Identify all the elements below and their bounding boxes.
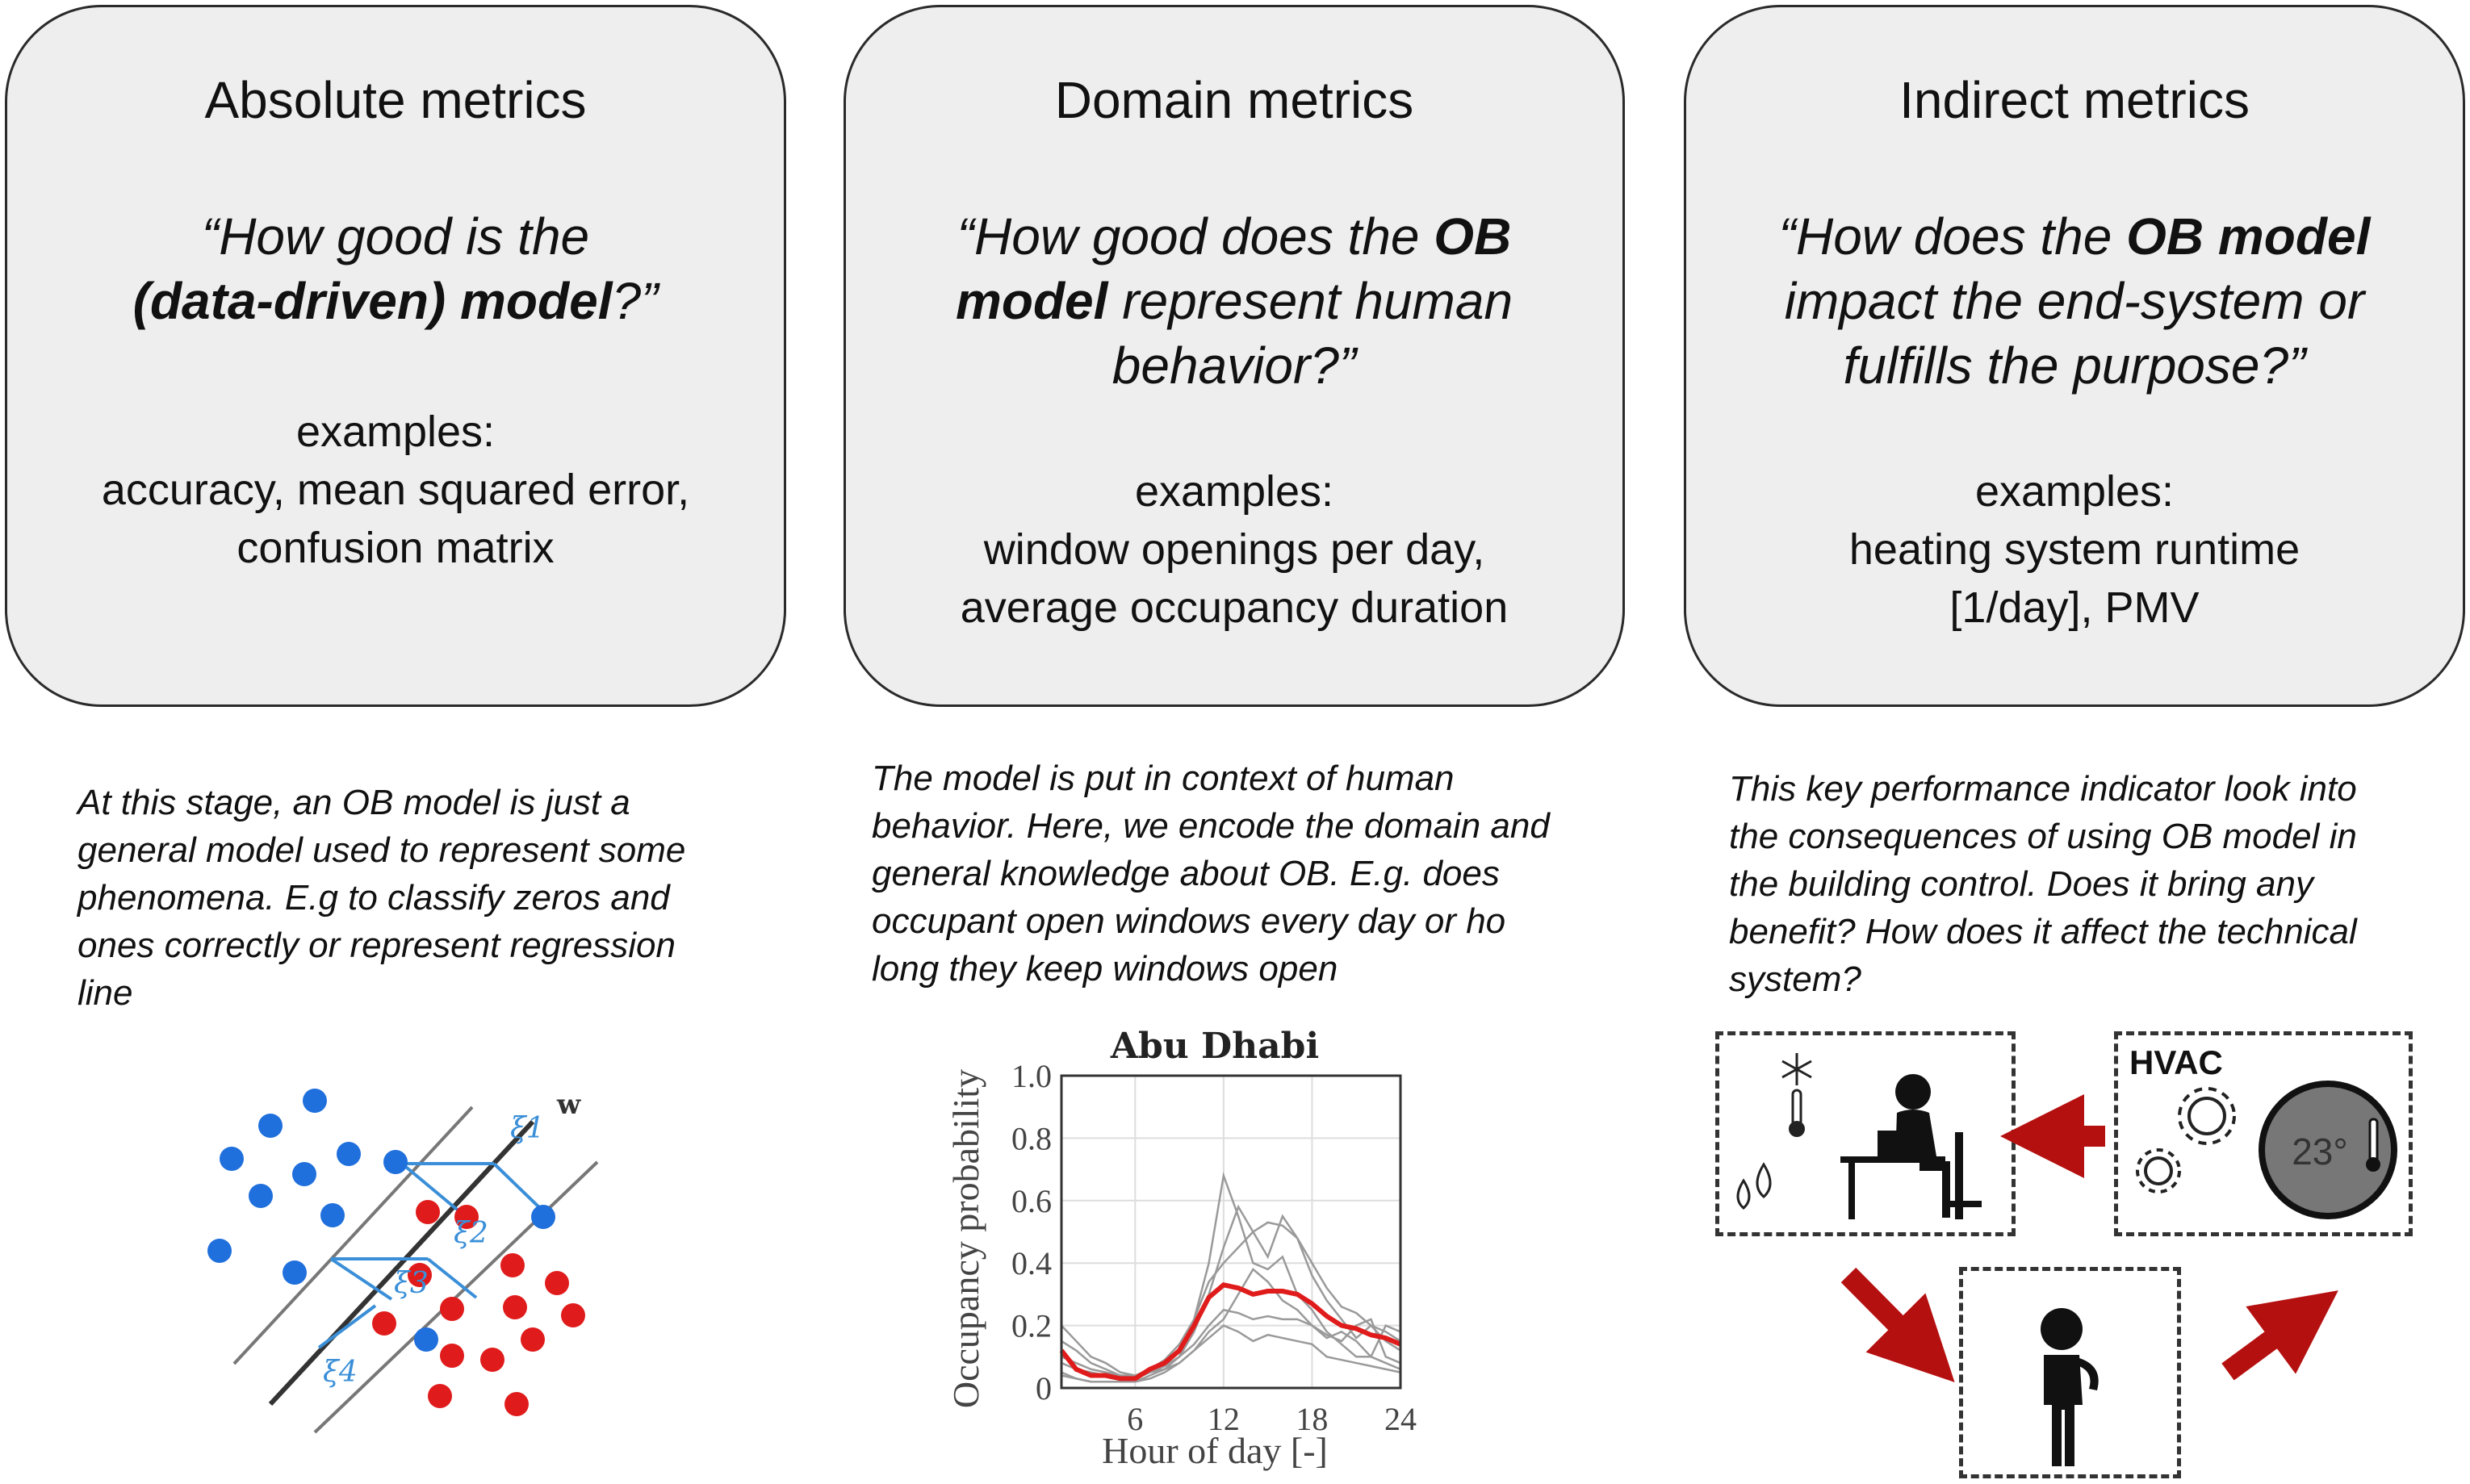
- gear-icon: [2178, 1087, 2236, 1145]
- slack-label: ξ2: [454, 1217, 488, 1250]
- hvac-box: HVAC 23°: [2114, 1031, 2413, 1236]
- x-tick-label: 12: [1208, 1401, 1240, 1437]
- y-tick-label: 0: [1036, 1370, 1052, 1407]
- plot-background: [1061, 1076, 1400, 1388]
- person-thinking-box: [1959, 1267, 2181, 1478]
- chart-tick-labels: 0 0.2 0.4 0.6 0.8 1.0 6 12 18 24: [1011, 1058, 1417, 1437]
- occupancy-chart: 0 0.2 0.4 0.6 0.8 1.0 6 12 18 24 Abu Dhabi Hour o…: [945, 1026, 1417, 1471]
- card-examples: examples: heating system runtime [1/day]…: [1848, 467, 2300, 632]
- domain-metrics-description: The model is put in context of human beh…: [872, 759, 1550, 989]
- upper-margin-line: [232, 1106, 474, 1365]
- highlight-line: [1059, 1282, 1402, 1382]
- card-question: “How does the OB model impact the end-sy…: [1778, 207, 2371, 395]
- thermostat-icon: [2259, 1081, 2397, 1219]
- y-tick-label: 1.0: [1011, 1058, 1052, 1094]
- x-tick-label: 18: [1296, 1401, 1328, 1437]
- x-tick-label: 24: [1384, 1401, 1417, 1437]
- y-tick-label: 0.8: [1011, 1120, 1052, 1156]
- red-points: [372, 1200, 585, 1416]
- arrow-person-to-hvac: [2221, 1290, 2338, 1381]
- series-line: [1061, 1204, 1401, 1377]
- thermometer-icon: [1789, 1089, 1805, 1137]
- indirect-metrics-description: This key performance indicator look into…: [1729, 769, 2357, 999]
- slack-label: ξ1: [510, 1112, 545, 1145]
- hvac-label: HVAC: [2129, 1043, 2223, 1081]
- card-question: “How good is the (data-driven) model?”: [132, 207, 659, 330]
- y-tick-label: 0.6: [1011, 1183, 1052, 1219]
- axes-frame: [1060, 1074, 1402, 1390]
- decision-boundary-line: [268, 1119, 535, 1407]
- absolute-metrics-card: Absolute metrics “How good is the (data-…: [5, 5, 786, 707]
- chart-grid: [1061, 1075, 1401, 1389]
- x-tick-label: 6: [1127, 1401, 1143, 1437]
- arrow-occupant-to-person: [1840, 1267, 1955, 1382]
- occupant-box: [1715, 1031, 2016, 1236]
- chart-y-axis-label: Occupancy probability: [945, 1069, 986, 1408]
- slack-segments: [317, 1162, 544, 1349]
- weight-vector-label: w: [556, 1089, 581, 1121]
- temperature-readout: 23°: [2292, 1131, 2348, 1173]
- gear-icon: [2136, 1148, 2181, 1193]
- chart-axes: [1060, 1074, 1402, 1390]
- occupant-at-desk-icon: [1736, 1053, 1982, 1219]
- chart-x-axis-label: Hour of day [-]: [1102, 1430, 1328, 1471]
- y-tick-label: 0.4: [1011, 1245, 1052, 1281]
- chart-title: Abu Dhabi: [1110, 1026, 1319, 1067]
- card-title: Absolute metrics: [204, 71, 587, 129]
- card-question: “How good does the OB model represent hu…: [955, 207, 1513, 395]
- hvac-icons: 23°: [2136, 1081, 2397, 1219]
- domain-metrics-card: Domain metrics “How good does the OB mod…: [844, 5, 1625, 707]
- slack-label: ξ4: [323, 1356, 358, 1389]
- humidity-drops-icon: [1736, 1162, 1772, 1210]
- card-title: Domain metrics: [1054, 71, 1414, 129]
- card-title: Indirect metrics: [1899, 71, 2250, 129]
- person-thinking-icon: [2041, 1308, 2099, 1466]
- card-examples: examples: accuracy, mean squared error, …: [101, 408, 690, 572]
- person-at-desk-icon: [1840, 1074, 1982, 1219]
- series-line: [1061, 1324, 1401, 1380]
- highlight-series-line: [1059, 1282, 1402, 1382]
- indirect-metrics-card: Indirect metrics “How does the OB model …: [1684, 5, 2465, 707]
- slack-label: ξ3: [394, 1267, 429, 1300]
- snowflake-icon: [1781, 1053, 1812, 1085]
- card-examples: examples: window openings per day, avera…: [960, 467, 1509, 632]
- blue-points: [207, 1089, 555, 1352]
- series-line: [1061, 1308, 1401, 1380]
- absolute-metrics-description: At this stage, an OB model is just a gen…: [77, 783, 686, 1013]
- series-line: [1061, 1268, 1401, 1383]
- y-tick-label: 0.2: [1011, 1308, 1052, 1344]
- svm-diagram: ξ1 ξ2 ξ3 ξ4 w: [207, 1089, 599, 1434]
- background-series-lines: [1061, 1171, 1401, 1383]
